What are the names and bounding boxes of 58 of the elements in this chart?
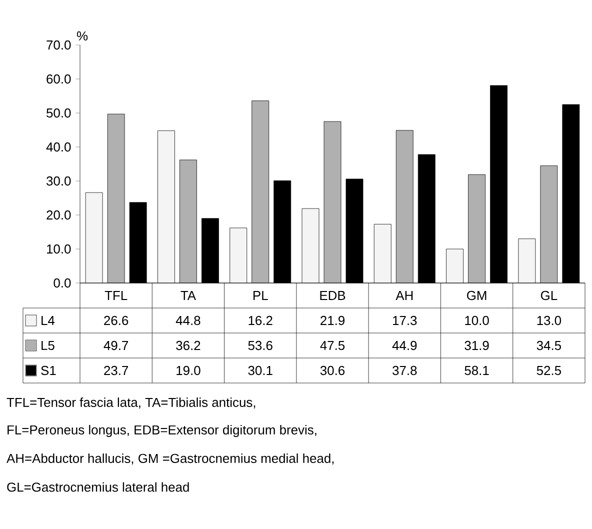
y-tick-label: 0.0 [54, 278, 71, 288]
bar [252, 100, 269, 283]
data-label: 34.5 [536, 340, 561, 350]
bar [302, 208, 319, 283]
data-label: 16.2 [248, 316, 272, 326]
x-tick-label: AH [396, 291, 413, 300]
bar [468, 174, 486, 283]
y-tick-label: 60.0 [46, 74, 71, 84]
x-tick-label: PL [254, 291, 268, 300]
data-label: 30.6 [320, 366, 345, 376]
x-tick-label: GL [540, 290, 558, 300]
data-label: 30.1 [248, 366, 272, 376]
y-axis-title: % [76, 31, 88, 40]
legend-label: S1 [41, 366, 56, 376]
data-label: 10.0 [465, 316, 489, 326]
data-label: 36.2 [176, 340, 200, 350]
y-tick-label: 10.0 [47, 244, 71, 254]
text: TFL=Tensor fascia lata, TA=Tibialis anticus, [6, 397, 256, 409]
bar [324, 122, 341, 283]
y-tick-label: 30.0 [46, 176, 71, 186]
bar [86, 192, 103, 283]
bar [108, 114, 125, 283]
data-label: 44.8 [176, 316, 200, 326]
x-tick-label: GM [467, 290, 486, 300]
legend-label: L4 [42, 316, 55, 325]
data-label: 37.8 [392, 366, 417, 376]
legend-label: L5 [42, 340, 54, 350]
x-tick-label: TFL [104, 291, 128, 300]
data-label: 23.7 [104, 366, 128, 376]
bar [396, 130, 414, 283]
data-label: 17.3 [393, 316, 417, 326]
y-tick-label: 70.0 [46, 40, 71, 50]
data-label: 52.5 [536, 366, 561, 376]
data-label: 44.9 [392, 340, 417, 350]
bar [158, 130, 175, 283]
bar [540, 166, 558, 283]
data-label: 58.1 [464, 366, 489, 376]
data-label: 13.0 [537, 316, 562, 326]
x-tick-label: TA [180, 291, 196, 300]
text: AH=Abductor hallucis, GM =Gastrocnemius medial head, [6, 453, 334, 465]
x-tick-label: EDB [320, 291, 346, 300]
bar [374, 224, 392, 283]
data-label: 21.9 [320, 316, 344, 326]
y-tick-label: 40.0 [46, 142, 71, 152]
y-tick-label: 50.0 [46, 108, 71, 118]
y-tick-label: 20.0 [46, 210, 71, 220]
text: FL=Peroneus longus, EDB=Extensor digitorum brevis, [8, 424, 316, 438]
bar [230, 228, 247, 283]
data-label: 26.6 [104, 316, 128, 326]
data-label: 19.0 [176, 366, 200, 376]
data-label: 49.7 [104, 340, 128, 350]
data-label: 53.6 [248, 340, 272, 350]
bar [446, 249, 464, 283]
data-label: 47.5 [320, 340, 345, 350]
data-label: 31.9 [464, 340, 489, 350]
bar [518, 238, 536, 283]
bar [180, 160, 197, 283]
text: GL=Gastrocnemius lateral head [7, 482, 189, 492]
